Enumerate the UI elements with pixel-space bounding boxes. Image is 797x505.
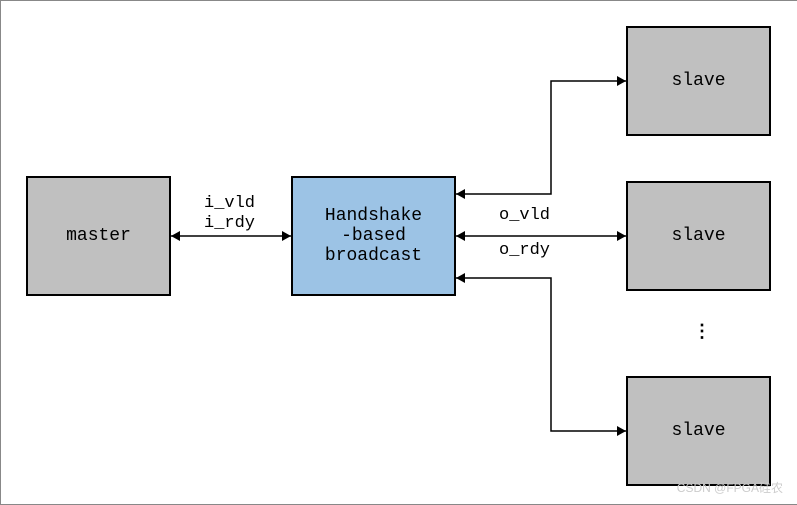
node-slave1-label: slave xyxy=(671,71,725,91)
node-slave2-label: slave xyxy=(671,226,725,246)
node-slave3-label: slave xyxy=(671,421,725,441)
ellipsis-icon: ⋮ xyxy=(693,321,711,343)
node-slave2: slave xyxy=(626,181,771,291)
label-i-vld: i_vld xyxy=(204,194,255,213)
label-o-vld: o_vld xyxy=(499,206,550,225)
node-broadcast-label: Handshake -based broadcast xyxy=(325,206,422,266)
node-slave1: slave xyxy=(626,26,771,136)
node-master: master xyxy=(26,176,171,296)
label-o-rdy: o_rdy xyxy=(499,241,550,260)
node-master-label: master xyxy=(66,226,131,246)
label-i-rdy: i_rdy xyxy=(204,214,255,233)
diagram-canvas: master Handshake -based broadcast slave … xyxy=(0,0,797,505)
node-broadcast: Handshake -based broadcast xyxy=(291,176,456,296)
node-slave3: slave xyxy=(626,376,771,486)
watermark-text: CSDN @FPGA硅农 xyxy=(677,479,783,496)
